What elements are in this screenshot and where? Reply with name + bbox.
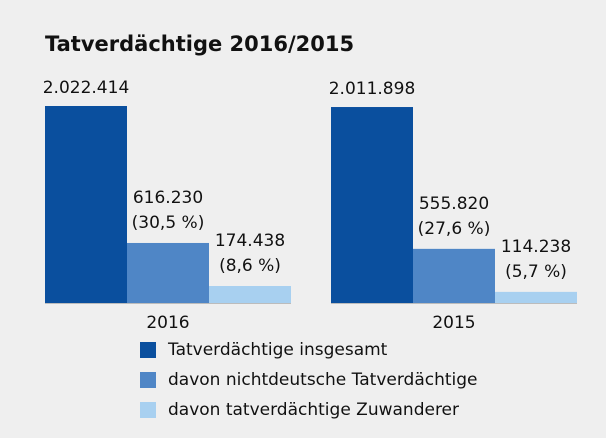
value-label: 174.438 [215,231,285,251]
value-label: 555.820 [419,194,489,214]
x-tick-label: 2015 [432,313,475,333]
x-tick-label: 2016 [146,313,189,333]
share-label: (30,5 %) [132,213,205,233]
share-label: (27,6 %) [418,219,491,239]
bar [127,242,209,303]
legend-swatch [140,342,156,358]
legend-label: davon nichtdeutsche Tatverdächtige [168,370,478,390]
bar [495,291,577,303]
legend-label: davon tatverdächtige Zuwanderer [168,400,459,420]
legend-swatch [140,402,156,418]
bar [331,107,413,303]
share-label: (5,7 %) [505,262,567,282]
value-label: 114.238 [501,237,571,257]
value-label: 2.022.414 [43,78,130,98]
bar [413,248,495,303]
value-label: 616.230 [133,188,203,208]
value-label: 2.011.898 [329,79,416,99]
legend-swatch [140,372,156,388]
bar [45,106,127,303]
share-label: (8,6 %) [219,256,281,276]
bar [209,286,291,303]
legend-label: Tatverdächtige insgesamt [167,340,388,360]
chart-title: Tatverdächtige 2016/2015 [45,32,354,56]
